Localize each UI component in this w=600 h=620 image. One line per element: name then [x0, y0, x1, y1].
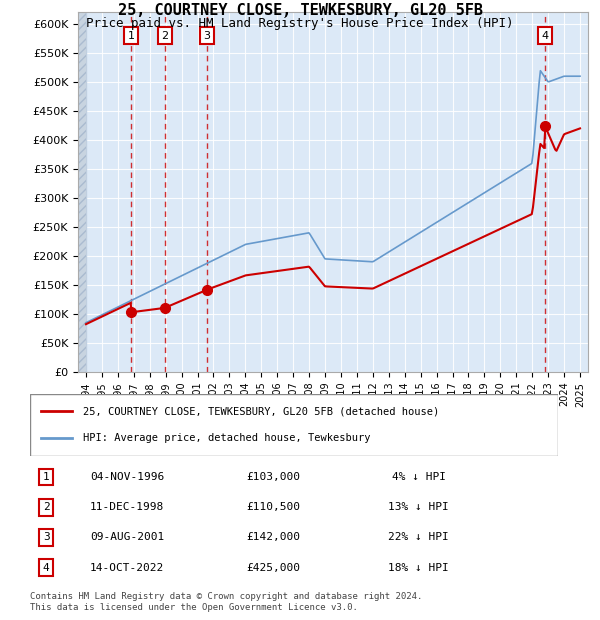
Text: 25, COURTNEY CLOSE, TEWKESBURY, GL20 5FB (detached house): 25, COURTNEY CLOSE, TEWKESBURY, GL20 5FB…	[83, 406, 439, 416]
Text: £110,500: £110,500	[246, 502, 300, 512]
Text: 2: 2	[161, 30, 168, 40]
Text: £425,000: £425,000	[246, 563, 300, 573]
Text: 1: 1	[128, 30, 135, 40]
Text: HPI: Average price, detached house, Tewkesbury: HPI: Average price, detached house, Tewk…	[83, 433, 370, 443]
Text: 4% ↓ HPI: 4% ↓ HPI	[392, 472, 446, 482]
Text: 09-AUG-2001: 09-AUG-2001	[90, 533, 164, 542]
Text: 3: 3	[43, 533, 50, 542]
Text: Price paid vs. HM Land Registry's House Price Index (HPI): Price paid vs. HM Land Registry's House …	[86, 17, 514, 30]
Text: £103,000: £103,000	[246, 472, 300, 482]
Text: 25, COURTNEY CLOSE, TEWKESBURY, GL20 5FB: 25, COURTNEY CLOSE, TEWKESBURY, GL20 5FB	[118, 3, 482, 18]
Text: 1: 1	[43, 472, 50, 482]
Text: 4: 4	[43, 563, 50, 573]
Text: 13% ↓ HPI: 13% ↓ HPI	[388, 502, 449, 512]
Text: 4: 4	[541, 30, 548, 40]
Text: 04-NOV-1996: 04-NOV-1996	[90, 472, 164, 482]
Text: 2: 2	[43, 502, 50, 512]
Text: 11-DEC-1998: 11-DEC-1998	[90, 502, 164, 512]
Text: £142,000: £142,000	[246, 533, 300, 542]
Text: 3: 3	[203, 30, 211, 40]
Text: Contains HM Land Registry data © Crown copyright and database right 2024.
This d: Contains HM Land Registry data © Crown c…	[30, 592, 422, 611]
Text: 22% ↓ HPI: 22% ↓ HPI	[388, 533, 449, 542]
Bar	[78, 12, 86, 372]
Text: 18% ↓ HPI: 18% ↓ HPI	[388, 563, 449, 573]
Text: 14-OCT-2022: 14-OCT-2022	[90, 563, 164, 573]
